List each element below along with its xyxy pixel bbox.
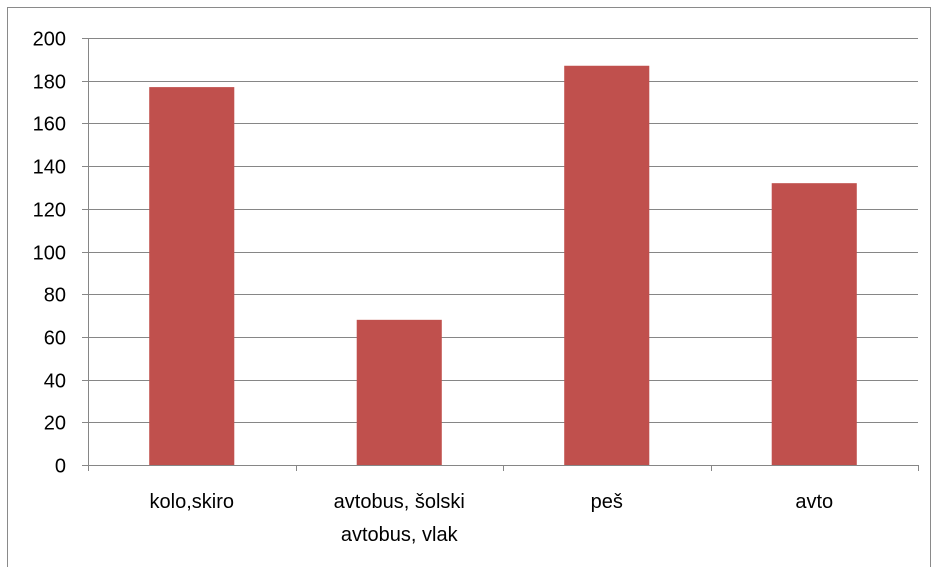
y-tick-label: 40 (44, 371, 66, 393)
bar-3 (771, 183, 857, 465)
y-tick-label: 100 (33, 243, 66, 265)
bars (149, 65, 857, 465)
y-tick-label: 200 (33, 29, 66, 51)
y-tick-labels: 0 20 40 60 80 100 120 140 160 180 200 (33, 29, 66, 478)
x-category-label: peš (591, 491, 623, 513)
y-tick-label: 140 (33, 157, 66, 179)
x-category-label: kolo,skiro (150, 491, 234, 513)
y-tick-label: 60 (44, 328, 66, 350)
bar-1 (356, 319, 442, 465)
axes (82, 38, 919, 471)
y-tick-label: 120 (33, 200, 66, 222)
y-tick-label: 0 (55, 456, 66, 478)
x-category-label: avto (795, 491, 833, 513)
y-tick-label: 20 (44, 413, 66, 435)
bar-0 (149, 87, 235, 465)
y-tick-label: 180 (33, 72, 66, 94)
y-tick-label: 160 (33, 114, 66, 136)
bar-2 (564, 65, 650, 465)
y-tick-label: 80 (44, 285, 66, 307)
x-category-label: avtobus, šolski (334, 491, 465, 513)
x-category-label: avtobus, vlak (341, 524, 459, 546)
x-tick-labels: kolo,skiro avtobus, šolski avtobus, vlak pe… (150, 491, 834, 546)
